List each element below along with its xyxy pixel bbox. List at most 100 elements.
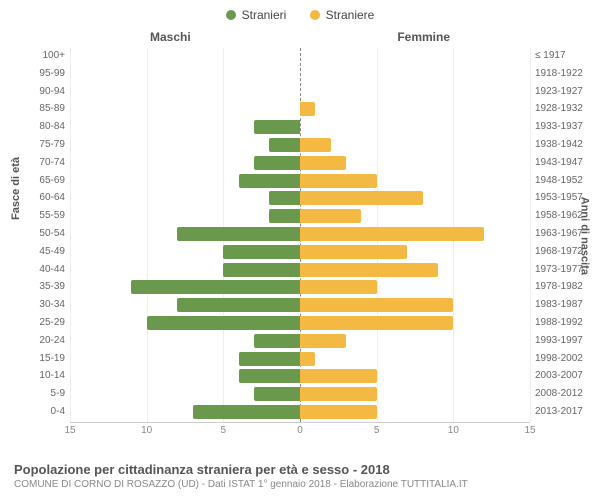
age-label: 60-64 <box>25 192 65 203</box>
bar-female <box>300 405 377 419</box>
bar-male <box>269 209 300 223</box>
header-male: Maschi <box>150 30 191 44</box>
bar-row: 45-491968-1972 <box>70 244 530 260</box>
bar-female <box>300 263 438 277</box>
bars-container: 100+≤ 191795-991918-192290-941923-192785… <box>70 48 530 422</box>
bar-row: 5-92008-2012 <box>70 386 530 402</box>
age-label: 40-44 <box>25 264 65 275</box>
age-label: 25-29 <box>25 317 65 328</box>
year-label: 1918-1922 <box>535 68 590 79</box>
age-label: 10-14 <box>25 370 65 381</box>
chart-area: 100+≤ 191795-991918-192290-941923-192785… <box>70 48 530 422</box>
year-label: 1988-1992 <box>535 317 590 328</box>
bar-male <box>131 280 300 294</box>
bar-female <box>300 174 377 188</box>
bar-row: 20-241993-1997 <box>70 333 530 349</box>
bar-male <box>177 298 300 312</box>
age-label: 75-79 <box>25 139 65 150</box>
year-label: 1983-1987 <box>535 299 590 310</box>
legend-female: Straniere <box>310 8 375 22</box>
bar-female <box>300 191 423 205</box>
year-label: 1923-1927 <box>535 86 590 97</box>
age-label: 55-59 <box>25 210 65 221</box>
year-label: 1998-2002 <box>535 353 590 364</box>
bar-male <box>147 316 300 330</box>
chart-title: Popolazione per cittadinanza straniera p… <box>14 462 586 477</box>
bar-female <box>300 369 377 383</box>
x-axis: 15105051015 <box>70 422 530 438</box>
bar-row: 55-591958-1962 <box>70 208 530 224</box>
bar-male <box>254 120 300 134</box>
bar-male <box>223 263 300 277</box>
bar-row: 65-691948-1952 <box>70 173 530 189</box>
bar-female <box>300 138 331 152</box>
age-label: 50-54 <box>25 228 65 239</box>
bar-male <box>254 387 300 401</box>
year-label: 2013-2017 <box>535 406 590 417</box>
bar-row: 25-291988-1992 <box>70 315 530 331</box>
x-tick: 10 <box>141 425 152 436</box>
bar-female <box>300 156 346 170</box>
bar-row: 80-841933-1937 <box>70 119 530 135</box>
x-tick: 10 <box>448 425 459 436</box>
bar-female <box>300 209 361 223</box>
age-label: 90-94 <box>25 86 65 97</box>
x-tick: 5 <box>221 425 227 436</box>
bar-row: 50-541963-1967 <box>70 226 530 242</box>
bar-female <box>300 387 377 401</box>
year-label: 1943-1947 <box>535 157 590 168</box>
age-label: 20-24 <box>25 335 65 346</box>
age-label: 95-99 <box>25 68 65 79</box>
legend-male: Stranieri <box>226 8 287 22</box>
bar-female <box>300 298 453 312</box>
bar-female <box>300 102 315 116</box>
bar-row: 40-441973-1977 <box>70 262 530 278</box>
bar-female <box>300 334 346 348</box>
dot-icon <box>310 10 320 20</box>
x-tick: 15 <box>64 425 75 436</box>
bar-female <box>300 280 377 294</box>
bar-row: 10-142003-2007 <box>70 368 530 384</box>
x-tick: 15 <box>524 425 535 436</box>
bar-male <box>177 227 300 241</box>
bar-row: 60-641953-1957 <box>70 190 530 206</box>
year-label: 2008-2012 <box>535 388 590 399</box>
age-label: 15-19 <box>25 353 65 364</box>
header-female: Femmine <box>397 30 450 44</box>
age-label: 0-4 <box>25 406 65 417</box>
bar-male <box>239 352 300 366</box>
bar-female <box>300 316 453 330</box>
dot-icon <box>226 10 236 20</box>
bar-row: 90-941923-1927 <box>70 84 530 100</box>
year-label: 2003-2007 <box>535 370 590 381</box>
legend-female-label: Straniere <box>326 8 375 22</box>
bar-row: 85-891928-1932 <box>70 101 530 117</box>
age-label: 85-89 <box>25 103 65 114</box>
year-label: 1948-1952 <box>535 175 590 186</box>
x-tick: 0 <box>297 425 303 436</box>
bar-row: 95-991918-1922 <box>70 66 530 82</box>
year-label: 1953-1957 <box>535 192 590 203</box>
legend: Stranieri Straniere <box>0 0 600 27</box>
footer: Popolazione per cittadinanza straniera p… <box>14 462 586 490</box>
year-label: 1973-1977 <box>535 264 590 275</box>
bar-male <box>223 245 300 259</box>
bar-male <box>254 156 300 170</box>
x-tick: 5 <box>374 425 380 436</box>
age-label: 45-49 <box>25 246 65 257</box>
age-label: 30-34 <box>25 299 65 310</box>
year-label: 1963-1967 <box>535 228 590 239</box>
bar-row: 75-791938-1942 <box>70 137 530 153</box>
bar-row: 35-391978-1982 <box>70 279 530 295</box>
bar-male <box>269 138 300 152</box>
age-label: 65-69 <box>25 175 65 186</box>
age-label: 100+ <box>25 50 65 61</box>
year-label: 1928-1932 <box>535 103 590 114</box>
bar-row: 0-42013-2017 <box>70 404 530 420</box>
bar-male <box>239 174 300 188</box>
y-left-title: Fasce di età <box>10 157 22 220</box>
bar-male <box>269 191 300 205</box>
year-label: 1958-1962 <box>535 210 590 221</box>
age-label: 35-39 <box>25 281 65 292</box>
bar-row: 15-191998-2002 <box>70 351 530 367</box>
